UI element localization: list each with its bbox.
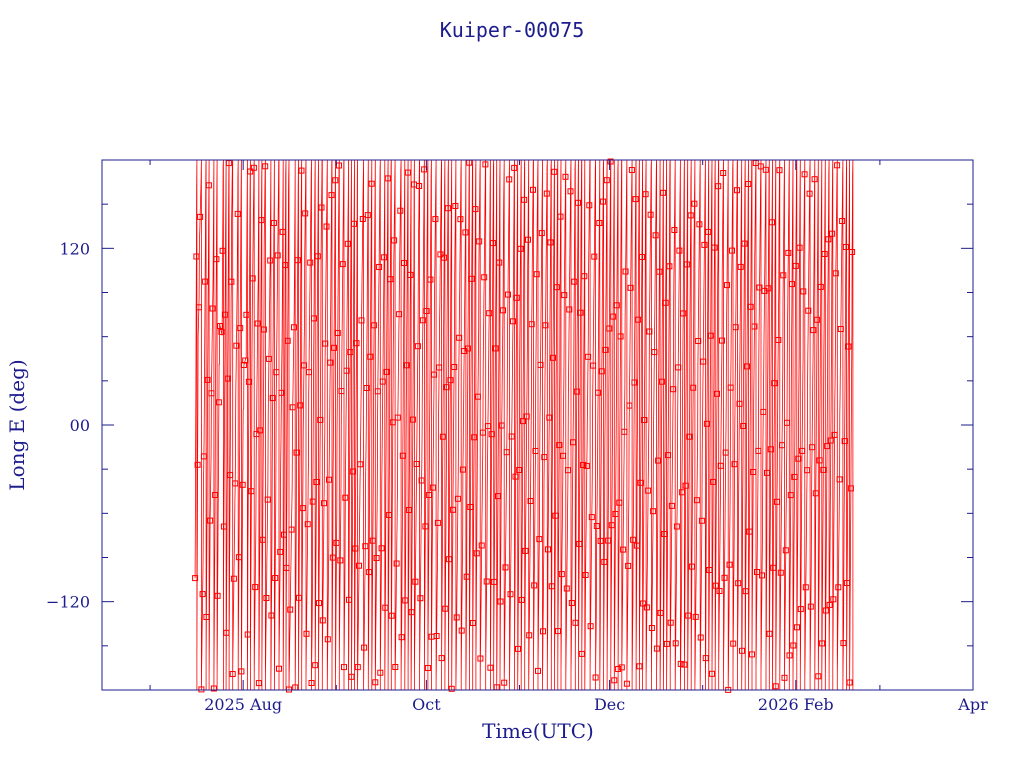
series-line [194,159,854,691]
y-tick-label: 120 [59,239,90,258]
chart-title: Kuiper-00075 [440,18,585,42]
tick-layer: 2025 Aug Oct Dec 2026 Feb Apr 120 00 −120 [46,160,988,714]
x-tick-label: 2025 Aug [204,695,282,714]
y-axis-label: Long E (deg) [5,359,29,490]
series-marker [218,328,225,335]
x-axis-label: Time(UTC) [482,719,594,743]
x-tick-label: 2026 Feb [758,695,834,714]
x-tick-label: Apr [957,695,988,714]
series-marker [217,323,224,329]
x-tick-label: Dec [594,695,625,714]
series-layer [192,158,856,693]
y-tick-label: 00 [70,416,90,435]
y-tick-label: −120 [46,593,90,612]
x-tick-label: Oct [412,695,441,714]
